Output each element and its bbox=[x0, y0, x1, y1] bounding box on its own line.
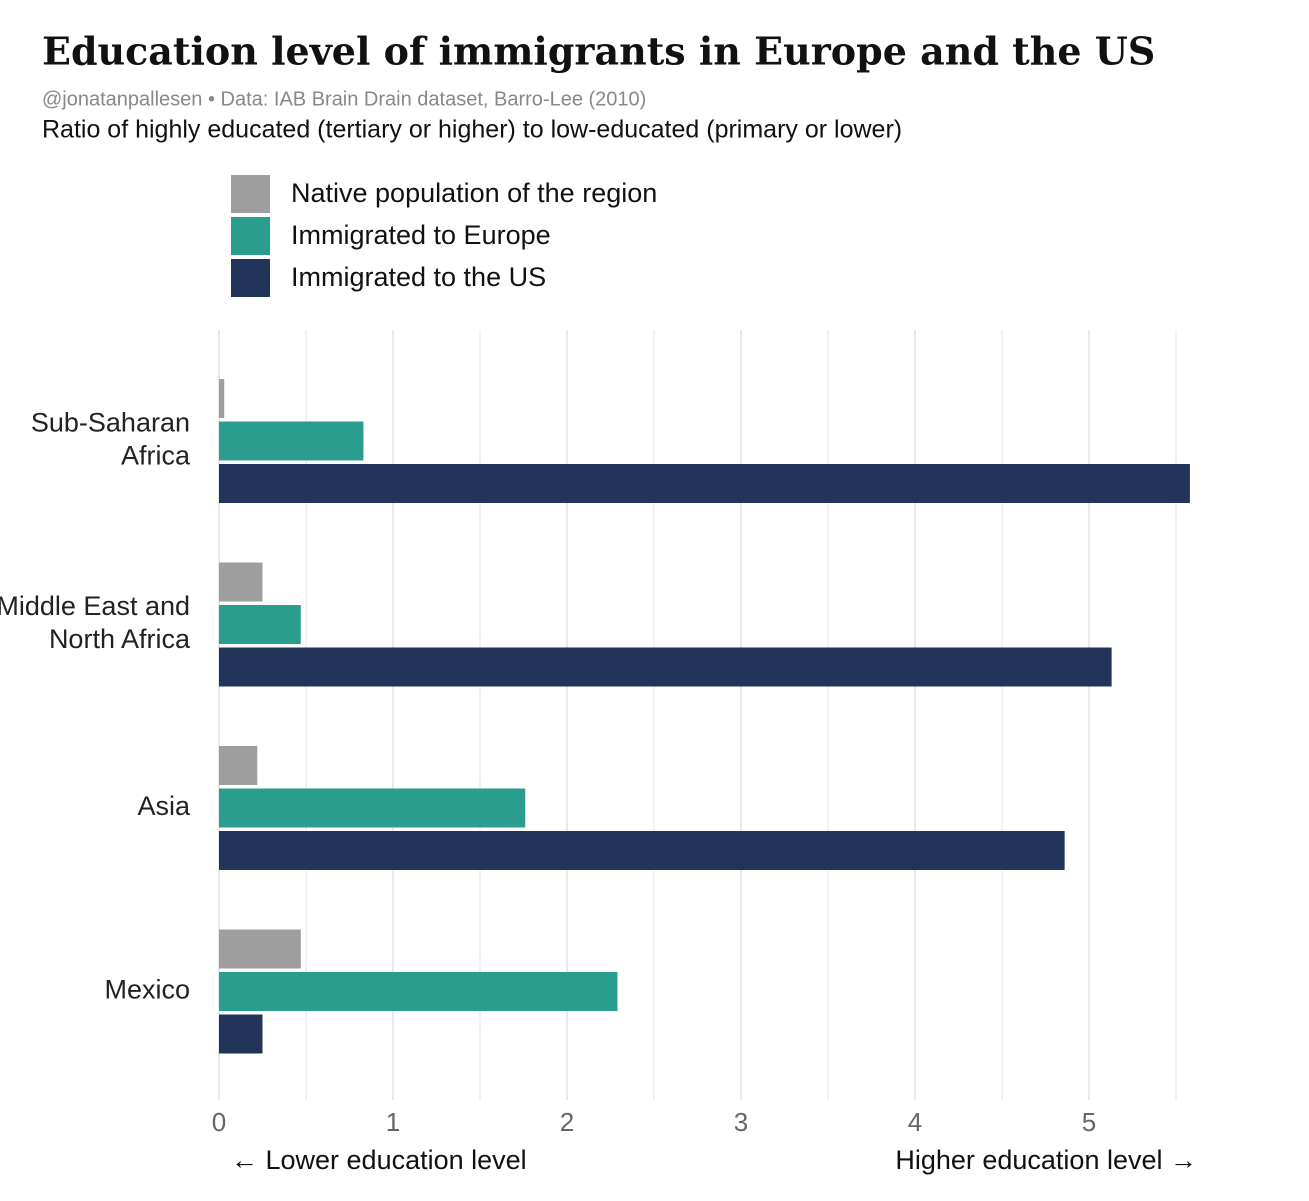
x-tick-label: 4 bbox=[908, 1107, 922, 1137]
y-tick-label: Middle East and North Africa bbox=[0, 591, 191, 654]
y-tick-label: Asia bbox=[137, 791, 191, 821]
bar bbox=[219, 831, 1065, 870]
y-tick-label: Mexico bbox=[104, 975, 190, 1005]
legend-label: Native population of the region bbox=[291, 178, 657, 208]
legend-label: Immigrated to Europe bbox=[291, 220, 551, 250]
bar bbox=[219, 788, 526, 828]
bar bbox=[219, 562, 263, 602]
y-tick-label: Sub-Saharan Africa bbox=[31, 408, 191, 471]
x-label-left: ← Lower education level bbox=[231, 1145, 527, 1175]
subtitle: Ratio of highly educated (tertiary or hi… bbox=[42, 116, 902, 144]
y-tick-label-line: Mexico bbox=[104, 975, 190, 1005]
legend-swatch bbox=[231, 259, 270, 297]
x-tick-label: 5 bbox=[1082, 1107, 1096, 1137]
x-tick-label: 3 bbox=[734, 1107, 748, 1137]
y-tick-label-line: Middle East and bbox=[0, 591, 190, 621]
x-tick-label: 2 bbox=[560, 1107, 574, 1137]
legend-label: Immigrated to the US bbox=[291, 262, 546, 292]
bar bbox=[219, 929, 301, 969]
x-tick-label: 0 bbox=[212, 1107, 226, 1137]
legend-swatch bbox=[231, 217, 270, 255]
x-tick-label: 1 bbox=[386, 1107, 400, 1137]
bar bbox=[219, 746, 258, 785]
source: @jonatanpallesen • Data: IAB Brain Drain… bbox=[42, 88, 646, 110]
bar bbox=[219, 1014, 263, 1054]
y-tick-label-line: North Africa bbox=[49, 624, 191, 654]
bar bbox=[219, 647, 1112, 687]
bar bbox=[219, 421, 364, 461]
y-tick-label-line: Asia bbox=[137, 791, 191, 821]
bar bbox=[219, 972, 618, 1011]
bar bbox=[219, 605, 301, 644]
y-tick-label-line: Africa bbox=[121, 441, 191, 471]
chart-title: Education level of immigrants in Europe … bbox=[42, 29, 1155, 74]
bar bbox=[219, 379, 225, 418]
y-tick-label-line: Sub-Saharan bbox=[31, 408, 190, 438]
x-label-right: Higher education level → bbox=[895, 1145, 1197, 1175]
legend-swatch bbox=[231, 175, 270, 213]
bar bbox=[219, 464, 1190, 503]
